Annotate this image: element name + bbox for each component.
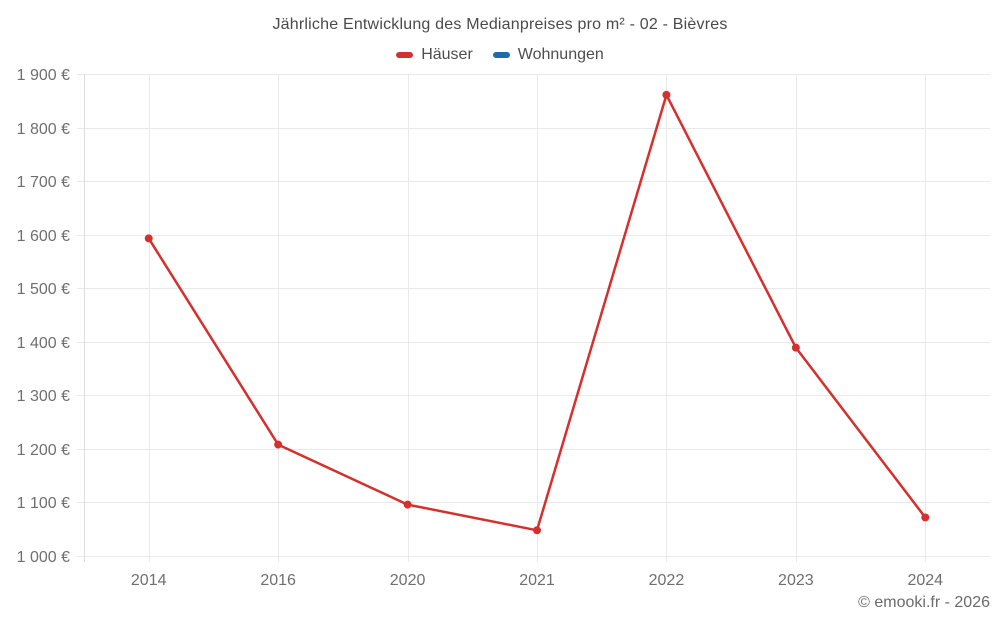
y-tick-label: 1 200 € <box>17 442 70 459</box>
axis-tick-labels: 1 000 € 1 100 € 1 200 € 1 300 € 1 400 € 1 500… <box>17 67 944 589</box>
data-point-2022[interactable] <box>662 90 671 99</box>
y-tick-label: 1 400 € <box>17 335 70 352</box>
x-tick-label: 2023 <box>778 572 814 589</box>
x-tick-label: 2024 <box>907 572 943 589</box>
x-tick-label: 2020 <box>390 572 426 589</box>
y-tick-label: 1 900 € <box>17 67 70 84</box>
data-point-2024[interactable] <box>921 513 930 522</box>
data-point-2016[interactable] <box>274 440 283 449</box>
x-tick-label: 2021 <box>519 572 555 589</box>
legend-item-wohnungen[interactable]: Wohnungen <box>492 46 604 64</box>
y-tick-label: 1 300 € <box>17 388 70 405</box>
gridlines <box>77 74 990 562</box>
data-point-2021[interactable] <box>533 526 541 535</box>
x-tick-label: 2014 <box>131 572 167 589</box>
y-tick-label: 1 600 € <box>17 228 70 245</box>
x-tick-label: 2016 <box>260 572 296 589</box>
data-series[interactable] <box>144 90 930 535</box>
data-point-2014[interactable] <box>144 234 153 243</box>
hauser-series-swatch-icon <box>396 52 414 58</box>
legend-label-hauser: Häuser <box>421 46 473 63</box>
wohnungen-series-swatch-icon <box>492 52 510 58</box>
y-tick-label: 1 500 € <box>17 281 70 298</box>
y-tick-label: 1 000 € <box>17 549 70 566</box>
chart-legend: Häuser Wohnungen <box>0 46 1000 64</box>
chart-title: Jährliche Entwicklung des Medianpreises … <box>272 16 728 33</box>
data-point-2023[interactable] <box>791 343 800 352</box>
x-tick-label: 2022 <box>649 572 685 589</box>
data-point-2020[interactable] <box>403 500 412 509</box>
y-tick-label: 1 800 € <box>17 121 70 138</box>
y-tick-label: 1 100 € <box>17 495 70 512</box>
legend-item-hauser[interactable]: Häuser <box>396 46 473 64</box>
y-tick-label: 1 700 € <box>17 174 70 191</box>
footer-credit: © emooki.fr - 2026 <box>858 594 990 611</box>
legend-label-wohnungen: Wohnungen <box>517 46 604 63</box>
